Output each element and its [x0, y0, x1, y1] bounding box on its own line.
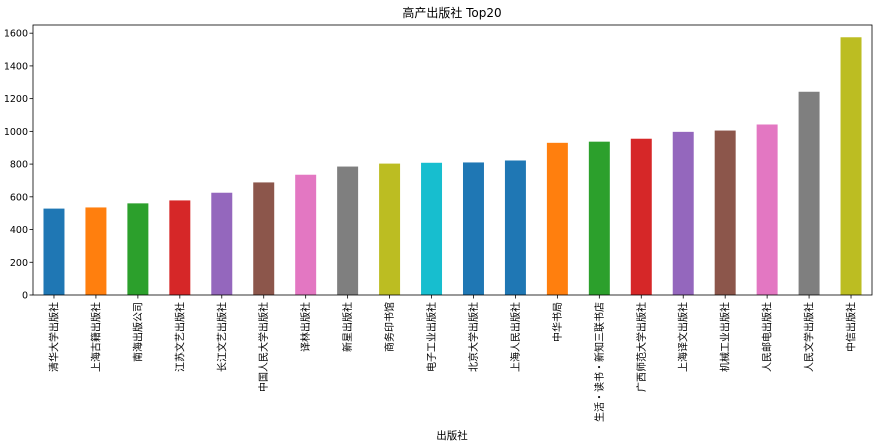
bar [504, 160, 526, 295]
bar [756, 124, 778, 296]
bar [253, 182, 275, 295]
bar [211, 192, 233, 295]
bar [714, 130, 736, 295]
x-tick-label: 机械工业出版社 [719, 302, 732, 372]
x-tick-label: 上海人民出版社 [509, 302, 522, 372]
bar [127, 203, 149, 295]
x-tick-label: 电子工业出版社 [425, 302, 438, 372]
bar [462, 162, 484, 295]
x-tick-label: 清华大学出版社 [47, 302, 60, 372]
x-tick-label: 人民文学出版社 [803, 302, 816, 372]
chart-title: 高产出版社 Top20 [402, 5, 501, 20]
bar [840, 37, 862, 296]
x-tick-label: 广西师范大学出版社 [635, 302, 648, 392]
bar [43, 208, 65, 295]
bar [672, 131, 694, 295]
y-tick-label: 1000 [4, 127, 28, 138]
x-tick-label: 中华书局 [551, 302, 564, 342]
x-tick-label: 上海古籍出版社 [89, 302, 102, 372]
bar [798, 91, 820, 295]
x-tick-label: 中国人民大学出版社 [257, 302, 270, 392]
bar [421, 162, 443, 295]
bar [337, 166, 359, 295]
x-tick-label: 译林出版社 [299, 302, 312, 352]
bar [169, 200, 191, 295]
x-tick-label: 中信出版社 [845, 302, 858, 352]
y-tick-label: 800 [10, 160, 28, 171]
x-tick-label: 人民邮电出版社 [761, 302, 774, 372]
bar [85, 207, 107, 295]
y-tick-label: 200 [10, 258, 28, 269]
bar [588, 141, 610, 295]
y-tick-label: 1400 [4, 61, 28, 72]
bar [295, 174, 317, 295]
x-tick-label: 北京大学出版社 [467, 302, 480, 372]
bar [379, 163, 401, 295]
x-tick-label: 南海出版公司 [131, 302, 144, 362]
y-tick-label: 0 [22, 291, 28, 302]
bar [546, 142, 568, 295]
x-axis-label: 出版社 [436, 429, 468, 442]
x-tick-label: 新星出版社 [341, 302, 354, 352]
y-tick-label: 1600 [4, 29, 28, 40]
y-tick-label: 1200 [4, 94, 28, 105]
x-tick-label: 上海译文出版社 [677, 302, 690, 372]
y-tick-label: 400 [10, 225, 28, 236]
x-tick-label: 商务印书馆 [383, 302, 396, 352]
x-tick-label: 长江文艺出版社 [215, 302, 228, 372]
x-tick-label: 江苏文艺出版社 [173, 302, 186, 372]
y-tick-label: 600 [10, 192, 28, 203]
bar [630, 138, 652, 295]
axes-frame [32, 24, 873, 296]
plot-area: 0 200 400 600 800 1000 1200 1400 1600 清华大学出版社 上海古籍… [4, 24, 873, 422]
x-tick-label: 生活・读书・新知三联书店 [593, 302, 606, 422]
